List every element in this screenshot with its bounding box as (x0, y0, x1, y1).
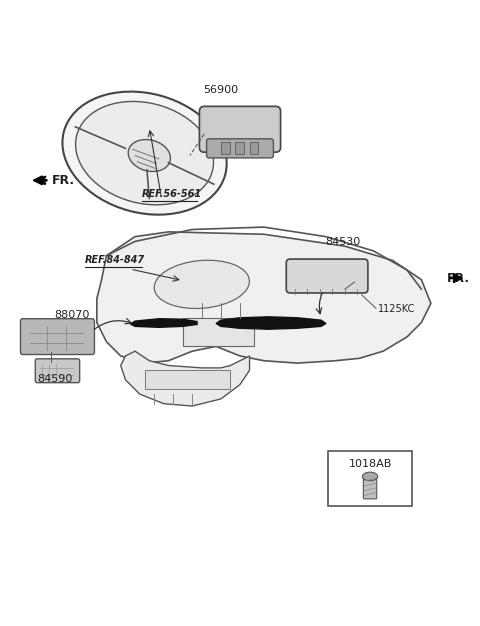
FancyBboxPatch shape (328, 451, 412, 506)
Text: 84530: 84530 (325, 237, 360, 247)
Text: 56900: 56900 (204, 85, 239, 95)
Text: 1018AB: 1018AB (348, 459, 392, 468)
Text: 88070: 88070 (54, 310, 89, 320)
FancyBboxPatch shape (235, 142, 244, 154)
FancyBboxPatch shape (21, 319, 95, 354)
FancyBboxPatch shape (286, 259, 368, 293)
Polygon shape (97, 232, 431, 363)
Text: FR.: FR. (51, 174, 74, 187)
FancyBboxPatch shape (206, 139, 274, 158)
FancyBboxPatch shape (221, 142, 229, 154)
FancyBboxPatch shape (199, 106, 281, 152)
Text: REF.84-847: REF.84-847 (85, 255, 145, 265)
Text: FR.: FR. (447, 272, 470, 285)
Ellipse shape (154, 260, 250, 309)
FancyBboxPatch shape (35, 359, 80, 382)
Polygon shape (216, 317, 326, 329)
Polygon shape (120, 351, 250, 406)
FancyBboxPatch shape (144, 370, 230, 389)
Ellipse shape (128, 140, 170, 172)
Polygon shape (130, 319, 197, 327)
Text: REF.56-561: REF.56-561 (142, 190, 202, 200)
FancyBboxPatch shape (363, 476, 377, 499)
Ellipse shape (362, 472, 378, 481)
Ellipse shape (75, 101, 214, 205)
Ellipse shape (62, 91, 227, 215)
FancyBboxPatch shape (183, 318, 254, 346)
Text: 84590: 84590 (37, 374, 72, 384)
Text: 1125KC: 1125KC (378, 304, 416, 314)
FancyBboxPatch shape (250, 142, 258, 154)
